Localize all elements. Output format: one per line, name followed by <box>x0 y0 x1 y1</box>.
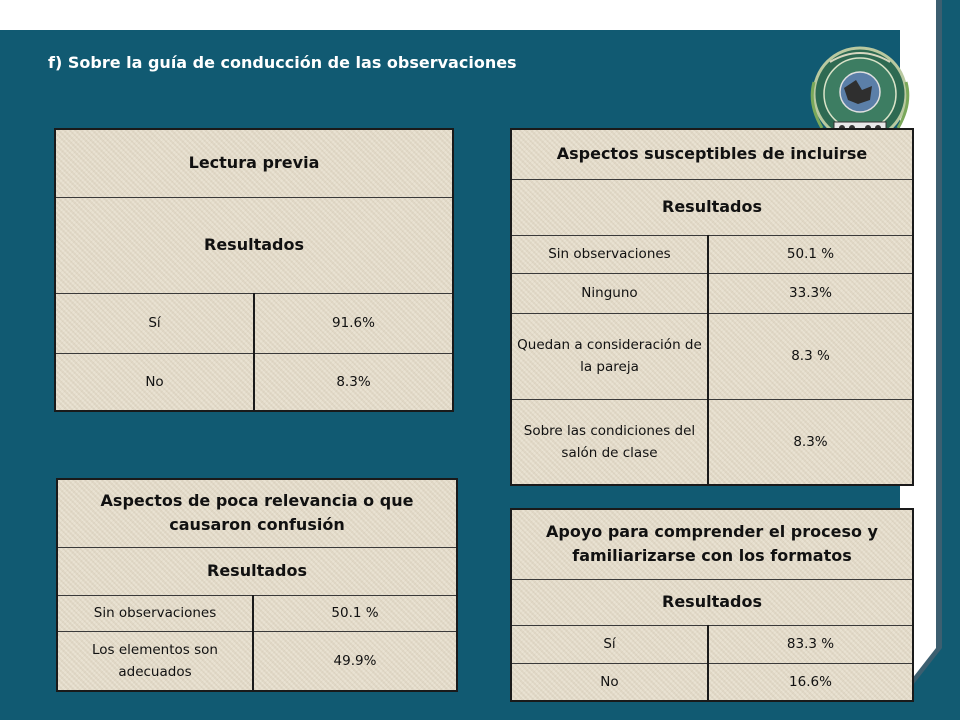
row-label: Sí <box>510 624 709 664</box>
table-subtitle: Resultados <box>510 178 914 236</box>
row-value: 50.1 % <box>252 594 458 632</box>
slide-heading: f) Sobre la guía de conducción de las ob… <box>48 53 517 72</box>
table-subtitle: Resultados <box>56 546 458 596</box>
table-aspectos-poca-relevancia: Aspectos de poca relevancia o que causar… <box>56 478 458 692</box>
table-title: Apoyo para comprender el proceso y famil… <box>510 508 914 580</box>
table-row: Sin observaciones 50.1 % <box>56 594 458 632</box>
table-row: Sí 83.3 % <box>510 624 914 664</box>
table-title: Lectura previa <box>54 128 454 198</box>
row-label: Los elementos son adecuados <box>56 630 254 692</box>
row-value: 8.3% <box>707 398 914 486</box>
row-label: Sobre las condiciones del salón de clase <box>510 398 709 486</box>
row-value: 49.9% <box>252 630 458 692</box>
row-label: No <box>54 352 255 412</box>
row-label: Sin observaciones <box>56 594 254 632</box>
row-value: 8.3% <box>253 352 454 412</box>
table-title: Aspectos de poca relevancia o que causar… <box>56 478 458 548</box>
table-row: Sin observaciones 50.1 % <box>510 234 914 274</box>
table-lectura-previa: Lectura previa Resultados Sí 91.6% No 8.… <box>54 128 454 412</box>
institution-seal-icon <box>810 46 910 142</box>
table-row: Ninguno 33.3% <box>510 272 914 314</box>
row-label: No <box>510 662 709 702</box>
row-value: 91.6% <box>253 292 454 354</box>
row-label: Quedan a consideración de la pareja <box>510 312 709 400</box>
row-value: 8.3 % <box>707 312 914 400</box>
table-title: Aspectos susceptibles de incluirse <box>510 128 914 180</box>
table-row: Sobre las condiciones del salón de clase… <box>510 398 914 486</box>
table-subtitle: Resultados <box>510 578 914 626</box>
table-aspectos-susceptibles: Aspectos susceptibles de incluirse Resul… <box>510 128 914 486</box>
table-subtitle: Resultados <box>54 196 454 294</box>
table-row: Los elementos son adecuados 49.9% <box>56 630 458 692</box>
row-label: Ninguno <box>510 272 709 314</box>
table-apoyo-proceso: Apoyo para comprender el proceso y famil… <box>510 508 914 702</box>
table-row: No 16.6% <box>510 662 914 702</box>
table-row: Sí 91.6% <box>54 292 454 354</box>
row-value: 33.3% <box>707 272 914 314</box>
row-label: Sí <box>54 292 255 354</box>
row-value: 16.6% <box>707 662 914 702</box>
row-value: 83.3 % <box>707 624 914 664</box>
table-row: Quedan a consideración de la pareja 8.3 … <box>510 312 914 400</box>
row-label: Sin observaciones <box>510 234 709 274</box>
table-row: No 8.3% <box>54 352 454 412</box>
row-value: 50.1 % <box>707 234 914 274</box>
